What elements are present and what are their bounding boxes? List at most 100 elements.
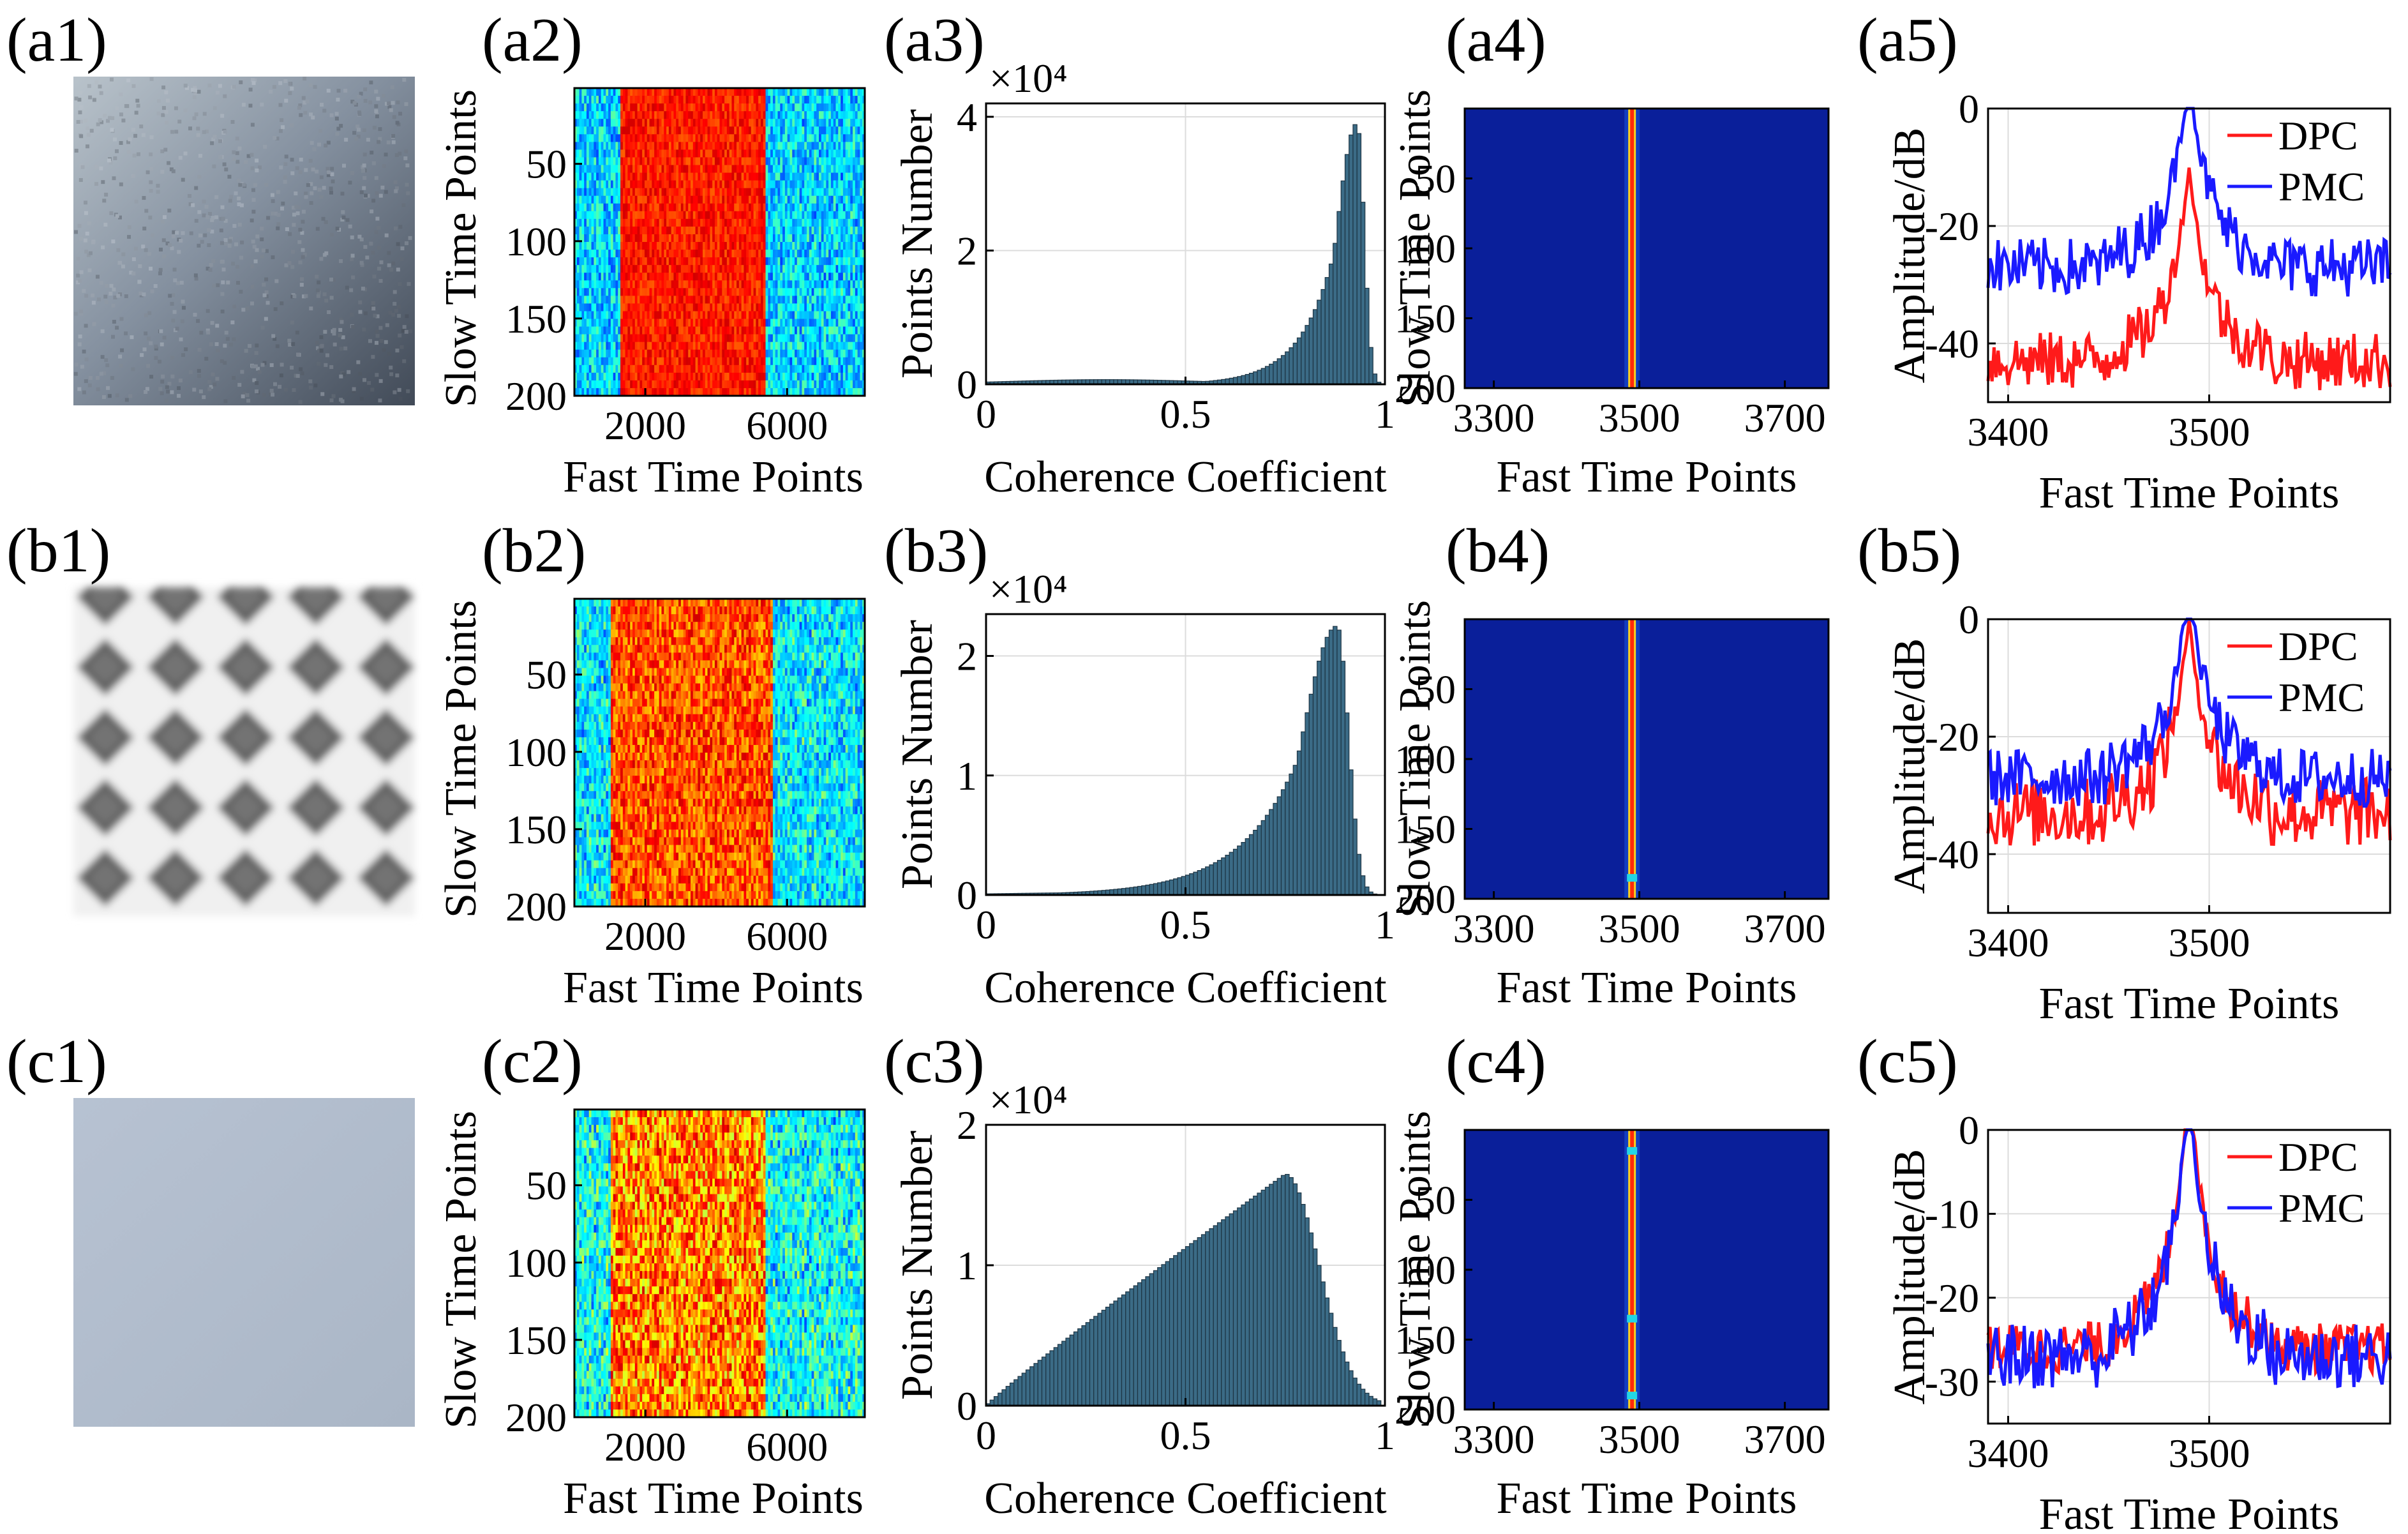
texture-speck	[279, 165, 283, 169]
heatmap-cell	[749, 288, 751, 296]
heatmap-cell	[722, 103, 724, 112]
heatmap-cell	[638, 250, 640, 258]
heatmap-cell	[645, 303, 647, 312]
heatmap-cell	[715, 257, 717, 266]
heatmap-cell	[770, 142, 773, 150]
heatmap-cell	[669, 319, 671, 327]
heatmap-cell	[601, 342, 604, 350]
texture-speck	[182, 306, 186, 310]
heatmap-cell	[761, 296, 763, 304]
texture-speck	[118, 355, 122, 359]
texture-speck	[396, 121, 400, 124]
heatmap-cell	[739, 181, 742, 189]
heatmap-cell	[596, 157, 599, 165]
heatmap-cell	[645, 126, 647, 135]
heatmap-cell	[700, 342, 703, 350]
heatmap-cell	[708, 280, 710, 289]
heatmap-cell	[717, 134, 720, 142]
heatmap-cell	[691, 126, 693, 135]
heatmap-cell	[742, 257, 744, 266]
heatmap-cell	[642, 126, 645, 135]
heatmap-cell	[599, 227, 601, 235]
heatmap-cell	[729, 157, 732, 165]
heatmap-cell	[715, 204, 717, 212]
heatmap-cell	[673, 134, 676, 142]
heatmap-cell	[654, 303, 657, 312]
texture-speck	[330, 233, 334, 237]
heatmap-cell	[627, 350, 630, 358]
heatmap-cell	[773, 134, 775, 142]
texture-speck	[234, 192, 238, 195]
heatmap-cell	[618, 157, 620, 165]
texture-speck	[281, 125, 285, 129]
heatmap-cell	[592, 119, 594, 127]
heatmap-cell	[727, 165, 729, 174]
texture-speck	[376, 334, 380, 338]
heatmap-cell	[650, 257, 652, 266]
heatmap-cell	[703, 234, 705, 243]
texture-speck	[304, 195, 308, 199]
heatmap-cell	[676, 250, 678, 258]
heatmap-cell	[613, 111, 616, 119]
heatmap-cell	[671, 257, 674, 266]
heatmap-cell	[705, 173, 708, 181]
heatmap-cell	[703, 296, 705, 304]
heatmap-cell	[587, 257, 589, 266]
texture-speck	[181, 319, 184, 323]
heatmap-cell	[657, 327, 659, 335]
texture-speck	[174, 107, 178, 110]
texture-speck	[193, 116, 197, 120]
heatmap-cell	[650, 303, 652, 312]
heatmap-cell	[606, 335, 608, 343]
heatmap-cell	[708, 335, 710, 343]
heatmap-cell	[642, 119, 645, 127]
heatmap-cell	[615, 227, 618, 235]
heatmap-cell	[632, 257, 635, 266]
texture-speck	[91, 241, 95, 244]
heatmap-cell	[596, 173, 599, 181]
heatmap-cell	[596, 273, 599, 281]
heatmap-cell	[657, 181, 659, 189]
texture-speck	[227, 175, 231, 179]
heatmap-cell	[710, 142, 712, 150]
heatmap-cell	[657, 103, 659, 112]
heatmap-cell	[773, 211, 775, 220]
heatmap-cell	[627, 327, 630, 335]
heatmap-cell	[756, 234, 758, 243]
heatmap-cell	[761, 373, 763, 381]
heatmap-cell	[749, 211, 751, 220]
heatmap-cell	[763, 380, 766, 389]
heatmap-cell	[717, 142, 720, 150]
heatmap-cell	[666, 319, 669, 327]
heatmap-cell	[778, 373, 781, 381]
texture-speck	[131, 174, 135, 178]
heatmap-cell	[766, 173, 768, 181]
texture-speck	[230, 320, 234, 324]
heatmap-cell	[768, 265, 770, 273]
heatmap-cell	[623, 380, 625, 389]
heatmap-cell	[611, 96, 613, 104]
heatmap-cell	[742, 296, 744, 304]
heatmap-cell	[720, 149, 722, 158]
heatmap-cell	[720, 134, 722, 142]
heatmap-cell	[678, 365, 681, 373]
texture-speck	[79, 335, 82, 338]
heatmap-cell	[615, 242, 618, 250]
heatmap-cell	[580, 88, 582, 96]
heatmap-cell	[627, 142, 630, 150]
heatmap-cell	[766, 311, 768, 319]
texture-speck	[291, 250, 295, 253]
heatmap-cell	[673, 96, 676, 104]
heatmap-cell	[717, 288, 720, 296]
heatmap-cell	[724, 119, 727, 127]
heatmap-cell	[720, 103, 722, 112]
texture-speck	[200, 240, 204, 244]
heatmap-cell	[606, 242, 608, 250]
heatmap-cell	[773, 88, 775, 96]
heatmap-cell	[635, 288, 638, 296]
heatmap-cell	[611, 165, 613, 174]
heatmap-cell	[705, 134, 708, 142]
texture-speck	[142, 292, 146, 296]
heatmap-cell	[671, 149, 674, 158]
heatmap-cell	[768, 88, 770, 96]
